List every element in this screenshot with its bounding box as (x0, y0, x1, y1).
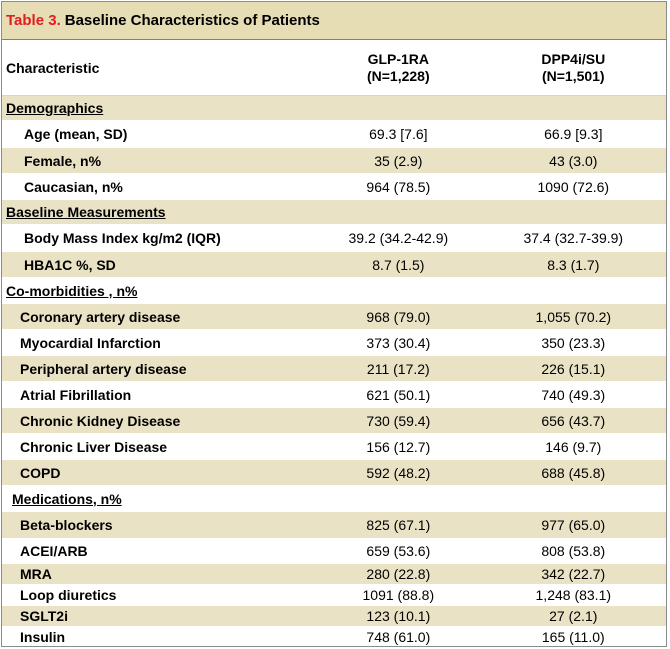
table-title-text: Baseline Characteristics of Patients (64, 12, 320, 29)
table-row: Atrial Fibrillation 621 (50.1) 740 (49.3… (2, 382, 666, 408)
dpp4isu-value: 808 (53.8) (541, 543, 606, 559)
dpp4isu-value: 226 (15.1) (541, 360, 606, 377)
dpp4isu-value: 350 (23.3) (541, 334, 606, 351)
row-label: HBA1C %, SD (24, 256, 116, 273)
glp1ra-value: 373 (30.4) (366, 334, 431, 351)
header-dpp4isu-name: DPP4i/SU (541, 50, 606, 67)
row-label: Female, n% (24, 152, 102, 169)
section-medications: Medications, n% (2, 486, 666, 512)
row-label: Myocardial Infarction (20, 334, 161, 351)
glp1ra-value: 968 (79.0) (366, 308, 431, 325)
table-number: Table 3. (6, 12, 61, 29)
dpp4isu-value: 165 (11.0) (541, 629, 605, 645)
dpp4isu-value: 43 (3.0) (549, 152, 598, 169)
section-comorbidities: Co-morbidities , n% (2, 278, 666, 304)
table-row: MRA 280 (22.8) 342 (22.7) (2, 564, 666, 585)
table-row: Caucasian, n% 964 (78.5) 1090 (72.6) (2, 174, 666, 200)
row-label: Age (mean, SD) (24, 126, 128, 142)
section-demographics: Demographics (2, 96, 666, 121)
table-row: HBA1C %, SD 8.7 (1.5) 8.3 (1.7) (2, 252, 666, 278)
dpp4isu-value: 977 (65.0) (541, 517, 606, 533)
dpp4isu-value: 8.3 (1.7) (547, 256, 600, 273)
table-row: Age (mean, SD) 69.3 [7.6] 66.9 [9.3] (2, 121, 666, 148)
row-label: Insulin (20, 629, 66, 645)
dpp4isu-value: 1,055 (70.2) (535, 308, 612, 325)
section-baseline-measurements: Baseline Measurements (2, 200, 666, 225)
row-label: Loop diuretics (20, 587, 117, 603)
table-row: ACEI/ARB 659 (53.6) 808 (53.8) (2, 539, 666, 564)
glp1ra-value: 825 (67.1) (366, 517, 431, 533)
glp1ra-value: 748 (61.0) (366, 629, 431, 645)
table-row: Loop diuretics 1091 (88.8) 1,248 (83.1) (2, 585, 666, 606)
table-row: Myocardial Infarction 373 (30.4) 350 (23… (2, 330, 666, 356)
glp1ra-value: 964 (78.5) (366, 178, 431, 195)
table-row: Chronic Kidney Disease 730 (59.4) 656 (4… (2, 408, 666, 434)
glp1ra-value: 69.3 [7.6] (369, 126, 428, 142)
header-dpp4isu: DPP4i/SU (N=1,501) (481, 51, 666, 85)
header-glp1ra-name: GLP-1RA (367, 50, 430, 67)
row-label: COPD (20, 464, 61, 481)
dpp4isu-value: 688 (45.8) (541, 464, 606, 481)
header-glp1ra: GLP-1RA (N=1,228) (316, 51, 481, 85)
table-row: Coronary artery disease 968 (79.0) 1,055… (2, 304, 666, 330)
table-row: COPD 592 (48.2) 688 (45.8) (2, 460, 666, 486)
row-label: Chronic Liver Disease (20, 438, 168, 455)
glp1ra-value: 280 (22.8) (366, 566, 431, 582)
header-row: Characteristic GLP-1RA (N=1,228) DPP4i/S… (2, 40, 666, 96)
glp1ra-value: 39.2 (34.2-42.9) (348, 230, 449, 246)
glp1ra-value: 156 (12.7) (366, 438, 431, 455)
row-label: Caucasian, n% (24, 178, 123, 195)
glp1ra-value: 35 (2.9) (374, 152, 423, 169)
table-row: SGLT2i 123 (10.1) 27 (2.1) (2, 606, 666, 627)
table-row: Body Mass Index kg/m2 (IQR) 39.2 (34.2-4… (2, 225, 666, 252)
dpp4isu-value: 656 (43.7) (541, 412, 606, 429)
dpp4isu-value: 1090 (72.6) (537, 178, 610, 195)
dpp4isu-value: 146 (9.7) (545, 438, 602, 455)
header-characteristic: Characteristic (6, 59, 100, 76)
dpp4isu-value: 66.9 [9.3] (544, 126, 603, 142)
glp1ra-value: 123 (10.1) (366, 608, 431, 624)
table-title: Table 3. Baseline Characteristics of Pat… (2, 2, 666, 40)
dpp4isu-value: 1,248 (83.1) (535, 587, 612, 603)
section-label: Baseline Measurements (6, 204, 166, 220)
table-row: Chronic Liver Disease 156 (12.7) 146 (9.… (2, 434, 666, 460)
dpp4isu-value: 37.4 (32.7-39.9) (523, 230, 624, 246)
row-label: Body Mass Index kg/m2 (IQR) (24, 230, 221, 246)
row-label: Chronic Kidney Disease (20, 412, 181, 429)
row-label: MRA (20, 566, 52, 582)
header-dpp4isu-n: (N=1,501) (541, 67, 605, 84)
dpp4isu-value: 27 (2.1) (549, 608, 598, 624)
table-row: Beta-blockers 825 (67.1) 977 (65.0) (2, 512, 666, 539)
row-label: Coronary artery disease (20, 308, 181, 325)
row-label: Peripheral artery disease (20, 360, 187, 377)
section-label: Demographics (6, 100, 104, 116)
glp1ra-value: 659 (53.6) (366, 543, 431, 559)
row-label: ACEI/ARB (20, 543, 88, 559)
dpp4isu-value: 342 (22.7) (541, 566, 606, 582)
section-label: Medications, n% (12, 490, 122, 507)
table-row: Peripheral artery disease 211 (17.2) 226… (2, 356, 666, 382)
row-label: Beta-blockers (20, 517, 113, 533)
row-label: Atrial Fibrillation (20, 386, 132, 403)
section-label: Co-morbidities , n% (6, 282, 138, 299)
glp1ra-value: 8.7 (1.5) (372, 256, 425, 273)
glp1ra-value: 1091 (88.8) (362, 587, 435, 603)
dpp4isu-value: 740 (49.3) (541, 386, 606, 403)
glp1ra-value: 211 (17.2) (366, 360, 430, 377)
glp1ra-value: 621 (50.1) (366, 386, 431, 403)
table-row: Insulin 748 (61.0) 165 (11.0) (2, 627, 666, 646)
row-label: SGLT2i (20, 608, 68, 624)
header-glp1ra-n: (N=1,228) (366, 67, 430, 84)
glp1ra-value: 730 (59.4) (366, 412, 431, 429)
table-row: Female, n% 35 (2.9) 43 (3.0) (2, 148, 666, 174)
glp1ra-value: 592 (48.2) (366, 464, 431, 481)
